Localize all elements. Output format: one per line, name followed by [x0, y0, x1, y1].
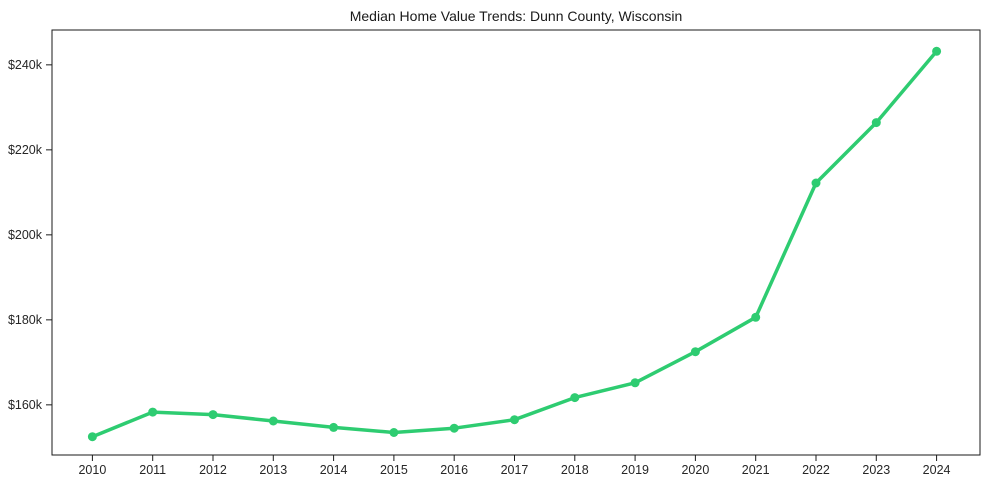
- y-tick-label: $160k: [8, 398, 43, 412]
- x-tick-label: 2015: [380, 463, 408, 477]
- data-point-2018: [570, 393, 580, 403]
- y-tick-label: $180k: [8, 313, 43, 327]
- y-tick-label: $240k: [8, 58, 43, 72]
- x-tick-label: 2019: [621, 463, 649, 477]
- x-tick-label: 2016: [440, 463, 468, 477]
- x-tick-label: 2021: [742, 463, 770, 477]
- data-point-2019: [630, 378, 640, 388]
- x-tick-label: 2014: [320, 463, 348, 477]
- data-point-2016: [449, 423, 459, 433]
- data-point-2021: [751, 312, 761, 322]
- data-point-2014: [329, 422, 339, 432]
- x-tick-label: 2020: [681, 463, 709, 477]
- data-point-2024: [932, 46, 942, 56]
- x-tick-label: 2010: [78, 463, 106, 477]
- data-point-2017: [510, 415, 519, 425]
- data-point-2023: [871, 118, 881, 128]
- data-point-2020: [690, 347, 700, 357]
- data-point-2015: [389, 428, 399, 437]
- axes-frame: [51, 29, 981, 456]
- data-point-2010: [87, 432, 97, 442]
- plot-area: $160k $180k $200k $220k $240k 2010 2011 2012 201…: [8, 29, 981, 477]
- x-tick-label: 2022: [802, 463, 830, 477]
- x-tick-label: 2017: [501, 463, 529, 477]
- y-tick-label: $220k: [8, 143, 43, 157]
- value-line: [90, 49, 939, 439]
- x-tick-label: 2018: [561, 463, 589, 477]
- data-point-2012: [208, 410, 218, 420]
- y-tick-label: $200k: [8, 228, 43, 242]
- data-point-2013: [268, 416, 278, 426]
- x-tick-label: 2012: [199, 463, 227, 477]
- data-point-2011: [148, 407, 158, 417]
- x-tick-label: 2013: [259, 463, 287, 477]
- chart-title: Median Home Value Trends: Dunn County, W…: [350, 8, 683, 24]
- x-tick-label: 2024: [923, 463, 951, 477]
- data-point-2022: [811, 178, 821, 188]
- x-tick-label: 2023: [862, 463, 890, 477]
- x-tick-label: 2011: [139, 463, 166, 477]
